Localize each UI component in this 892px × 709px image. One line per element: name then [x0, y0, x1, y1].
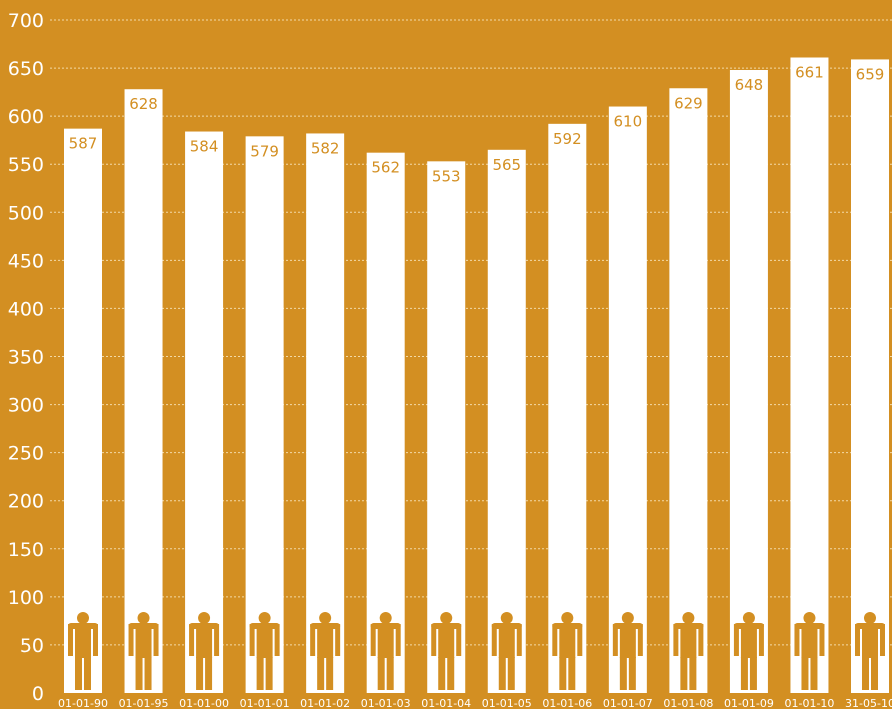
x-tick-label: 01-01-00 [179, 697, 229, 709]
bar [64, 128, 102, 694]
y-tick-label: 50 [20, 635, 44, 657]
person-icon [68, 612, 98, 690]
x-tick-label: 01-01-90 [58, 697, 108, 709]
x-tick-label: 01-01-95 [119, 697, 169, 709]
person-icon [855, 612, 885, 690]
bar-value-label: 629 [674, 94, 703, 112]
bar-value-label: 648 [735, 76, 764, 94]
bar [427, 161, 466, 693]
y-tick-label: 0 [32, 683, 44, 705]
bar-value-label: 584 [190, 138, 219, 156]
person-icon [189, 612, 220, 690]
bar [790, 57, 829, 693]
bar-value-label: 565 [492, 156, 521, 174]
bar-value-label: 553 [432, 167, 461, 185]
x-tick-label: 01-01-02 [300, 697, 350, 709]
bar [124, 89, 163, 694]
bar-value-label: 587 [69, 135, 98, 153]
person-icon [552, 612, 583, 690]
x-axis: 01-01-90 01-01-95 01-01-00 01-01-01 01-01-02… [58, 697, 892, 709]
bars: 587 628 584 579 582 562 553 565 592 610 629 648 661 6… [64, 57, 889, 694]
person-icon [370, 612, 401, 690]
y-tick-label: 250 [8, 443, 44, 465]
person-icon [431, 612, 462, 690]
x-tick-label: 01-01-07 [603, 697, 653, 709]
x-tick-label: 01-01-10 [784, 697, 834, 709]
x-tick-label: 01-01-05 [482, 697, 532, 709]
x-tick-label: 01-01-04 [421, 697, 471, 709]
bar-value-label: 592 [553, 130, 582, 148]
bar [548, 123, 587, 693]
bar [306, 133, 345, 693]
bar-value-label: 628 [129, 95, 158, 113]
bar-value-label: 579 [250, 142, 279, 160]
y-tick-label: 300 [8, 395, 44, 417]
person-icon [612, 612, 643, 690]
y-tick-label: 600 [8, 106, 44, 128]
y-tick-label: 650 [8, 58, 44, 80]
bar [608, 106, 647, 694]
bar [487, 149, 526, 694]
y-tick-label: 350 [8, 347, 44, 369]
bar-value-label: 659 [856, 65, 885, 83]
person-icon [249, 612, 280, 690]
bar-value-label: 562 [371, 159, 400, 177]
x-tick-label: 01-01-08 [663, 697, 713, 709]
y-tick-label: 200 [8, 491, 44, 513]
bar [245, 136, 284, 693]
person-icon [491, 612, 522, 690]
person-icon [733, 612, 764, 690]
bar-value-label: 582 [311, 139, 340, 157]
person-icon [128, 612, 159, 690]
bar [366, 152, 405, 694]
bar-value-label: 610 [614, 113, 643, 131]
person-icon [794, 612, 825, 690]
bar [185, 131, 224, 694]
y-tick-label: 550 [8, 154, 44, 176]
y-tick-label: 400 [8, 298, 44, 320]
bar [729, 69, 768, 694]
x-tick-label: 01-01-01 [240, 697, 290, 709]
x-tick-label: 01-01-06 [542, 697, 592, 709]
person-icon [673, 612, 704, 690]
y-tick-label: 150 [8, 539, 44, 561]
person-icon [310, 612, 341, 690]
bar-value-label: 661 [795, 63, 824, 81]
x-tick-label: 31-05-10 [845, 697, 892, 709]
y-tick-label: 500 [8, 202, 44, 224]
y-tick-label: 450 [8, 250, 44, 272]
x-tick-label: 01-01-09 [724, 697, 774, 709]
x-tick-label: 01-01-03 [361, 697, 411, 709]
y-axis: 0 50 100 150 200 250 300 350 400 450 500 550 600 650 7… [8, 10, 44, 705]
bar [851, 59, 889, 693]
y-tick-label: 700 [8, 10, 44, 32]
y-tick-label: 100 [8, 587, 44, 609]
bar [669, 88, 708, 694]
